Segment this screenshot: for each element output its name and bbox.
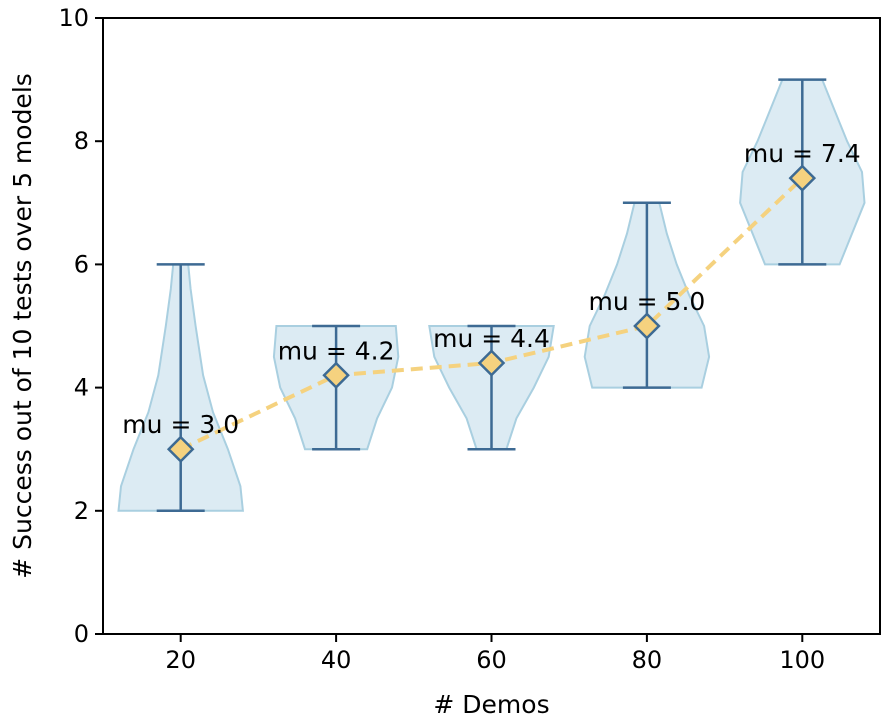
annotations-layer: mu = 3.0 mu = 4.2 mu = 4.4 mu = 5.0 mu = 7.4 xyxy=(122,139,860,439)
mean-marker-40 xyxy=(322,361,350,390)
mean-marker-60 xyxy=(477,349,506,377)
mean-label-60: mu = 4.4 xyxy=(433,324,550,353)
mean-markers-layer xyxy=(166,164,817,463)
y-tick-label-0: 0 xyxy=(74,620,89,648)
y-tick-label-10: 10 xyxy=(58,4,89,32)
mean-label-100: mu = 7.4 xyxy=(744,139,861,168)
x-tick-label-40: 40 xyxy=(321,646,352,674)
whiskers-layer xyxy=(156,78,827,513)
mean-marker-80 xyxy=(633,312,661,340)
x-tick-label-80: 80 xyxy=(632,646,663,674)
x-axis: 20 40 60 80 100 xyxy=(165,634,825,674)
x-tick-label-20: 20 xyxy=(165,646,196,674)
y-tick-label-8: 8 xyxy=(74,127,89,155)
y-axis: 0 2 4 6 8 10 xyxy=(58,4,103,648)
y-tick-label-4: 4 xyxy=(74,374,89,402)
mean-marker-100 xyxy=(788,164,817,192)
y-axis-title: # Success out of 10 tests over 5 models xyxy=(8,73,37,579)
mean-label-20: mu = 3.0 xyxy=(122,410,239,439)
mean-label-80: mu = 5.0 xyxy=(589,287,706,316)
y-tick-label-2: 2 xyxy=(74,497,89,525)
x-tick-label-60: 60 xyxy=(476,646,507,674)
mean-marker-20 xyxy=(166,435,195,463)
mean-label-40: mu = 4.2 xyxy=(278,336,395,365)
x-axis-title: # Demos xyxy=(433,690,549,719)
x-tick-label-100: 100 xyxy=(779,646,825,674)
y-tick-label-6: 6 xyxy=(74,250,89,278)
